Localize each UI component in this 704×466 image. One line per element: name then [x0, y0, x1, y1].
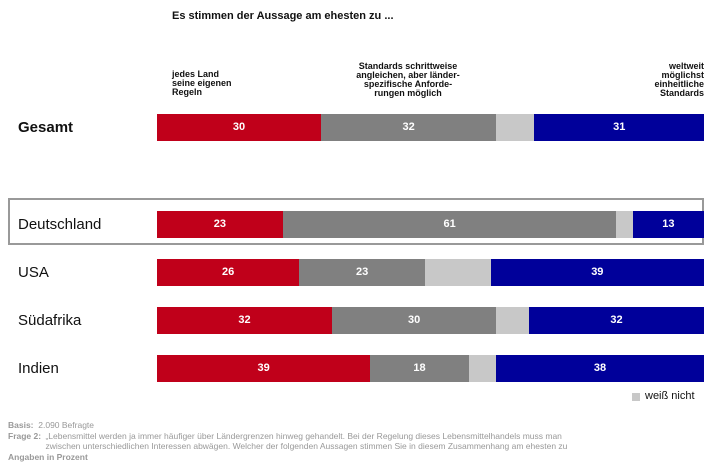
data-label: 32: [402, 121, 415, 133]
series-header: Standards schrittweise angleichen, aber …: [356, 61, 460, 98]
data-label: 32: [610, 314, 623, 326]
row-label: USA: [18, 264, 49, 281]
data-label: 38: [593, 362, 607, 374]
bar-segment: [528, 307, 704, 334]
basis-text: 2.090 Befragte: [38, 420, 95, 430]
bar-segment: [157, 259, 300, 286]
row-label: Indien: [18, 360, 59, 377]
series-header: weltweit möglichst einheitliche Standard…: [654, 61, 704, 98]
data-label: 23: [355, 266, 369, 278]
bar-segment: [157, 211, 283, 238]
bar-segment: [534, 114, 704, 141]
chart-title: Es stimmen der Aussage am ehesten zu ...: [172, 10, 394, 22]
legend-label: weiß nicht: [645, 390, 695, 402]
series-header: jedes Land seine eigenen Regeln: [172, 69, 232, 97]
data-label: 23: [213, 218, 227, 230]
data-label: 39: [257, 362, 270, 374]
bar-segment: [332, 307, 497, 334]
bar-segment: [490, 259, 704, 286]
data-label: 18: [413, 362, 426, 374]
bar-segment: [157, 114, 322, 141]
data-label: 26: [221, 266, 235, 278]
question: Frage 2: „Lebensmittel werden ja immer h…: [8, 431, 567, 451]
bar-segment: [468, 355, 497, 382]
legend-swatch: [632, 393, 640, 401]
bar-segment: [496, 114, 535, 141]
row-label: Gesamt: [18, 119, 74, 136]
unit-note: Angaben in Prozent: [8, 452, 88, 462]
data-label: 30: [407, 314, 421, 326]
bar-segment: [282, 211, 617, 238]
bar-segment: [496, 307, 529, 334]
row-label: Deutschland: [18, 216, 102, 233]
bar-segment: [370, 355, 469, 382]
bar-segment: [632, 211, 704, 238]
question-label: Frage 2:: [8, 431, 42, 441]
bar-segment: [425, 259, 491, 286]
basis: Basis: 2.090 Befragte: [8, 420, 94, 430]
bar-segment: [616, 211, 633, 238]
data-label: 61: [443, 218, 456, 230]
bar-segment: [157, 355, 371, 382]
data-label: 13: [662, 218, 675, 230]
bar-segment: [299, 259, 426, 286]
bar-segment: [157, 307, 333, 334]
bar-segment: [496, 355, 704, 382]
data-label: 30: [232, 121, 246, 133]
bar-segment: [321, 114, 497, 141]
data-label: 31: [613, 121, 626, 133]
basis-label: Basis:: [8, 420, 34, 430]
data-label: 32: [238, 314, 251, 326]
data-label: 39: [591, 266, 604, 278]
row-label: Südafrika: [18, 312, 82, 329]
question-text: „Lebensmittel werden ja immer häufiger ü…: [45, 431, 568, 451]
